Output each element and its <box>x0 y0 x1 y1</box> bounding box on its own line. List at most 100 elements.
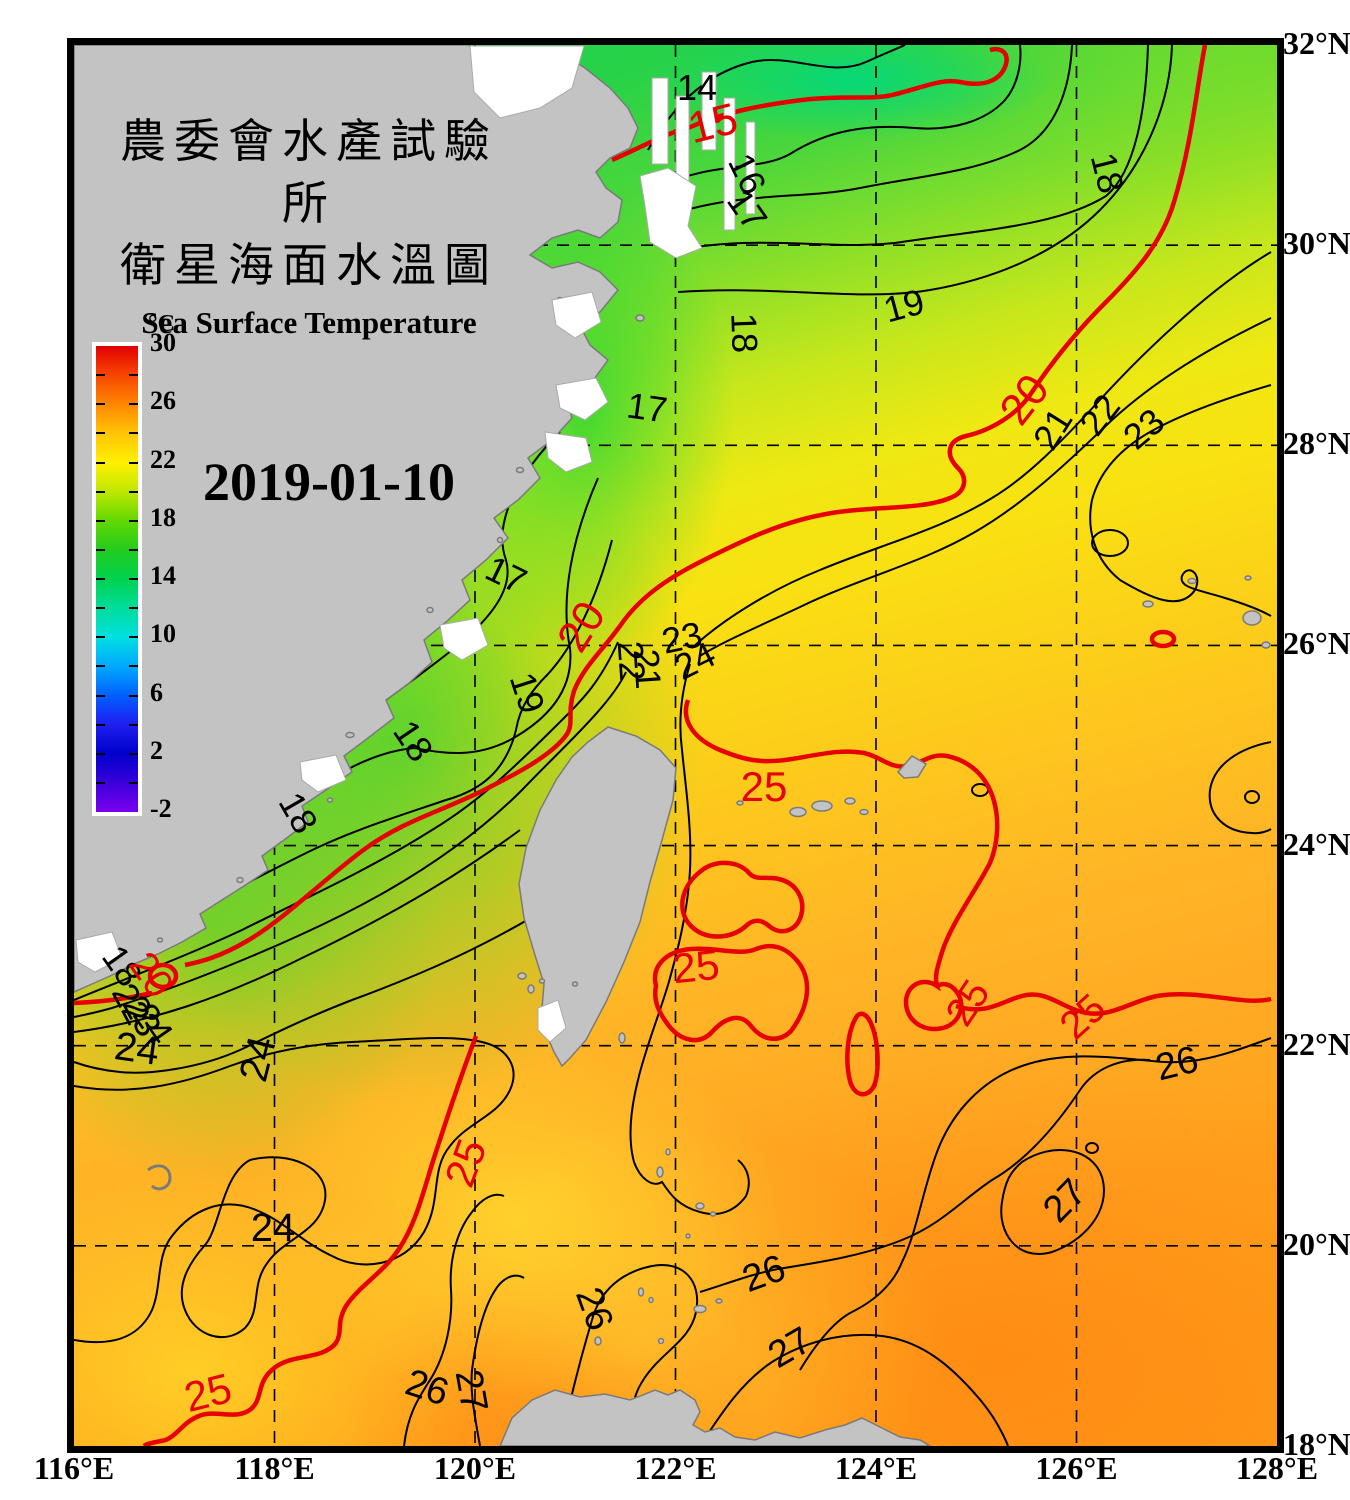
contour-value-label: 21 <box>625 647 670 691</box>
contour-circle-a <box>1085 1142 1100 1154</box>
colorbar-unit-label: °C <box>148 311 175 337</box>
lat-axis-label: 28°N <box>1283 425 1350 462</box>
map-frame: 14 15 16 17 18 19 18 17 20 21 22 23 17 20 19 18 18 22 21 23… <box>67 38 1284 1453</box>
colorbar-tick <box>129 403 138 406</box>
colorbar-tick <box>129 694 138 697</box>
title-en: Sea Surface Temperature <box>141 305 477 340</box>
contour-value-label: 24 <box>231 1032 285 1086</box>
contour-label-layer: 14 15 16 17 18 19 18 17 20 21 22 23 17 20 19 18 18 22 21 23… <box>74 45 1277 1446</box>
contour-24-meander <box>74 1036 515 1344</box>
island <box>665 1148 671 1156</box>
cloud-streak <box>651 77 669 165</box>
contour-value-label: 24 <box>111 1024 163 1074</box>
lat-axis-label: 26°N <box>1283 625 1350 662</box>
colorbar-value-label: 6 <box>150 677 163 707</box>
lon-axis-label: 124°E <box>834 1450 918 1486</box>
contour-value-label: 18 <box>270 785 327 841</box>
contour-value-label: 26 <box>400 1361 454 1415</box>
colorbar-tick <box>96 548 105 551</box>
island-taiwan <box>518 726 677 1068</box>
lat-axis-label: 18°N <box>1283 1425 1350 1462</box>
lon-axis-label: 118°E <box>234 1450 315 1486</box>
cloud-patch <box>439 617 489 661</box>
contour-value-label: 17 <box>479 547 534 602</box>
colorbar-tick <box>96 781 105 784</box>
colorbar-value-label: 10 <box>150 619 176 649</box>
colorbar-tick <box>129 781 138 784</box>
cloud-patch <box>75 931 123 973</box>
island-miyako-triangle <box>896 755 928 779</box>
contour-value-label: 17 <box>624 384 670 431</box>
contour-20-red-tail <box>74 990 153 1006</box>
contour-value-label: 25 <box>937 972 999 1034</box>
contour-value-label: 19 <box>501 667 554 719</box>
colorbar-value-label: 14 <box>150 561 176 590</box>
island-babuyan <box>693 1304 707 1314</box>
lat-axis-label: 32°N <box>1283 25 1350 61</box>
island-babuyan <box>648 1296 654 1304</box>
cloud-nodata-layer <box>75 45 756 1043</box>
coastline-china <box>74 45 639 993</box>
island <box>1242 610 1262 626</box>
colorbar-tick <box>96 490 105 493</box>
cloud-streak <box>723 97 736 231</box>
colorbar-tick <box>129 665 138 668</box>
island-babuyan <box>594 1336 602 1346</box>
islet <box>496 536 504 544</box>
contour-25-red-sw <box>142 1035 479 1446</box>
colorbar-tick <box>129 374 138 377</box>
colorbar-tick <box>96 461 105 464</box>
island <box>789 806 807 818</box>
island-penghu <box>527 984 535 994</box>
island <box>1261 641 1271 649</box>
island <box>844 797 856 805</box>
contour-25-red-east <box>683 699 1272 1032</box>
contour-blob-ne-right <box>1208 741 1272 835</box>
map-date: 2019-01-10 <box>203 452 455 512</box>
island <box>1142 600 1154 608</box>
contour-circle-b <box>1244 790 1261 804</box>
island <box>859 808 869 816</box>
contour-value-label: 19 <box>879 280 929 331</box>
islet <box>156 937 164 943</box>
contour-27-left <box>470 1274 525 1446</box>
island-babuyan <box>657 1337 665 1345</box>
lon-axis-label: 128°E <box>1235 1450 1319 1486</box>
contour-value-label: 27 <box>1035 1171 1095 1231</box>
colorbar-tick <box>129 461 138 464</box>
contour-20-red-loop <box>147 962 179 990</box>
colorbar-tick <box>96 723 105 726</box>
colorbar-tick <box>96 665 105 668</box>
cloud-patch <box>555 377 609 421</box>
islet <box>426 606 434 614</box>
isotherm-contours-black <box>74 45 1272 1446</box>
lon-axis-label: 116°E <box>33 1450 115 1486</box>
contour-27-loop <box>1000 1149 1105 1255</box>
colorbar-tick <box>96 432 105 435</box>
contour-26-right <box>799 1037 1272 1371</box>
contour-26-center <box>559 1264 699 1446</box>
colorbar-value-label: 22 <box>150 444 176 474</box>
map-canvas <box>74 45 1277 1446</box>
cloud-streak <box>745 121 756 215</box>
contour-27-center <box>699 1333 1009 1446</box>
colorbar-tick <box>129 752 138 755</box>
isotherm-contours-red <box>74 45 1272 1446</box>
contour-22-strait <box>74 671 627 1018</box>
title-zh-line2: 衛星海面水溫圖 <box>120 240 498 291</box>
colorbar-tick <box>96 752 105 755</box>
colorbar-tick <box>96 607 105 610</box>
contour-value-label: 27 <box>761 1319 819 1377</box>
islet <box>236 876 244 884</box>
lon-axis-label: 122°E <box>634 1450 717 1486</box>
island-babuyan <box>715 1298 723 1304</box>
contour-value-label: 17 <box>719 181 776 238</box>
contour-value-label: 24 <box>250 1206 296 1250</box>
contour-value-label: 25 <box>670 940 722 993</box>
contour-value-label: 26 <box>567 1281 621 1337</box>
contour-24-strait <box>74 899 561 1074</box>
contour-17 <box>659 45 1073 219</box>
contour-value-label: 25 <box>740 763 788 810</box>
colorbar-value-label: -2 <box>150 794 172 823</box>
